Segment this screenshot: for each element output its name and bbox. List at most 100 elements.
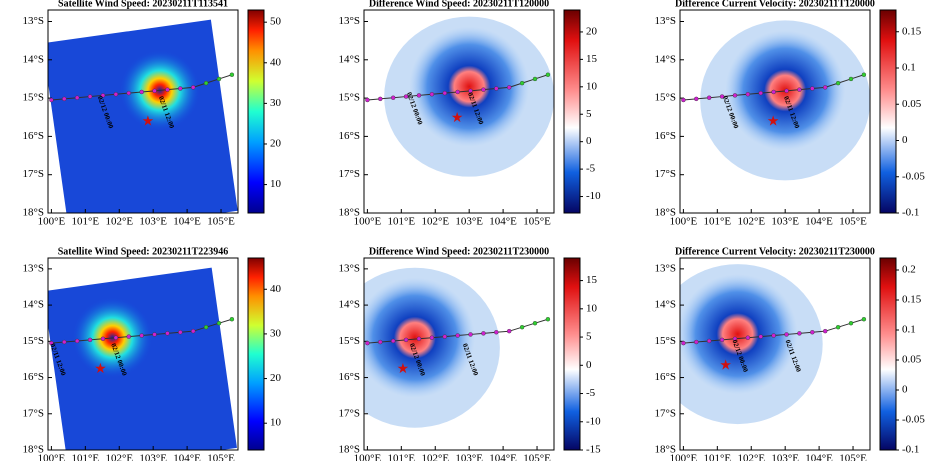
x-tick-label: 104°E [173,453,201,461]
track-point [507,328,512,334]
track-point [165,331,170,336]
map-frame [47,257,239,451]
x-tick-label: 100°E [354,453,382,461]
storm-core [364,277,475,398]
y-tick-label: 18°S [338,207,360,219]
track-point [365,340,370,346]
x-tick-label: 103°E [771,216,799,228]
x-tick-label: 103°E [139,453,167,461]
panel-title: Difference Current Velocity: 20230211T23… [675,246,875,257]
track-point [416,93,422,98]
y-tick-label: 18°S [654,444,676,456]
panel-title: Difference Current Velocity: 20230211T12… [675,0,875,9]
y-tick-label: 14°S [22,299,44,311]
track-point [442,334,447,339]
track-point [719,337,725,343]
track-point [719,94,725,99]
track-point [468,88,473,94]
colorbar-tick-label: -10 [586,415,601,427]
y-tick-label: 15°S [22,335,44,347]
y-tick-label: 15°S [338,92,360,104]
track-point [152,332,157,337]
track-point [823,85,828,90]
y-tick-label: 13°S [22,15,44,27]
colorbar-tick-label: 20 [270,138,282,150]
y-tick-label: 17°S [654,168,676,180]
track-point [429,92,435,97]
colorbar [879,9,897,214]
track-point [797,331,802,336]
track-point [545,317,551,322]
x-tick-label: 100°E [38,216,66,228]
y-tick-label: 16°S [22,371,44,383]
y-tick-label: 16°S [654,130,676,142]
star: ★ [94,362,107,377]
y-tick-label: 13°S [338,262,360,274]
y-tick-label: 18°S [654,207,676,219]
y-tick-label: 17°S [22,168,44,180]
x-tick-label: 102°E [421,453,449,461]
track-point [191,328,196,334]
y-tick-label: 16°S [338,371,360,383]
colorbar-tick-label: 0.1 [902,62,916,74]
map-frame [363,9,555,214]
y-tick-label: 13°S [22,262,44,274]
y-tick-label: 15°S [338,335,360,347]
track-point [62,96,67,102]
x-tick-label: 104°E [805,216,833,228]
track-point [216,76,222,82]
colorbar-tick-label: 30 [270,327,282,339]
track-point [810,330,815,335]
track-point [126,334,131,339]
y-tick-label: 15°S [22,92,44,104]
track-point [519,324,525,330]
colorbar-tick-label: -5 [586,163,596,175]
panel-title: Difference Wind Speed: 20230211T230000 [369,246,549,257]
track-point [62,339,67,345]
track-point [178,86,183,91]
colorbar [563,9,581,214]
x-tick-label: 104°E [173,216,201,228]
track-point [681,97,686,103]
colorbar-tick-label: 10 [586,80,598,92]
colorbar-tick-label: 40 [270,283,282,295]
track-point [403,337,409,343]
colorbar-tick-label: 0 [586,359,592,371]
track-point [481,87,486,92]
x-tick-label: 102°E [737,453,765,461]
colorbar-tick-label: 0.15 [902,25,922,37]
star: ★ [142,115,155,130]
colorbar-tick-label: -0.1 [902,207,919,219]
panel-title: Difference Wind Speed: 20230211T120000 [369,0,549,9]
colorbar-tick-label: 0.05 [902,354,922,366]
colorbar-tick-label: -0.1 [902,444,919,456]
track-point [113,335,119,340]
colorbar-tick-label: -10 [586,190,601,202]
track-point [481,331,486,336]
track-point [784,332,789,337]
map-area [384,16,554,177]
x-tick-label: 105°E [523,453,551,461]
track-point [835,324,841,330]
y-tick-label: 16°S [654,371,676,383]
track-point [758,334,763,339]
map-frame [363,257,555,451]
y-tick-label: 14°S [22,53,44,65]
y-tick-label: 16°S [338,130,360,142]
track-point [390,95,396,100]
colorbar-tick-label: 10 [270,178,282,190]
y-tick-label: 14°S [654,53,676,65]
track-point [139,89,144,95]
track-point [191,85,196,90]
track-point [74,338,80,344]
colorbar-tick-label: 15 [586,274,598,286]
y-tick-label: 13°S [338,15,360,27]
track-point [545,72,551,77]
colorbar [247,9,265,214]
map-area [48,267,237,450]
panel-title: Satellite Wind Speed: 20230211T113541 [58,0,228,9]
track-point [494,330,499,335]
track-point [823,328,828,334]
y-tick-label: 18°S [338,444,360,456]
